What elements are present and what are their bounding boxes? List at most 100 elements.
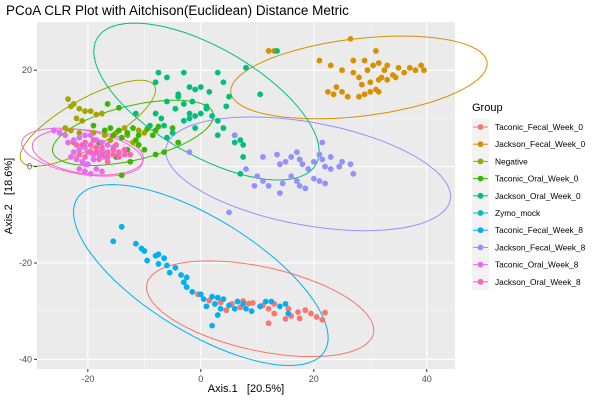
point-Taconic_Fecal_Week_8 (144, 257, 151, 264)
y-axis-ticks: -40 -20 0 20 (19, 65, 37, 364)
point-Taconic_Oral_Week_0 (118, 134, 125, 141)
point-Jackson_Fecal_Week_8 (186, 149, 193, 156)
point-Jackson_Oral_Week_0 (147, 122, 153, 129)
point-Jackson_Fecal_Week_8 (316, 151, 323, 158)
point-Jackson_Oral_Week_0 (180, 101, 187, 107)
point-Taconic_Oral_Week_8 (76, 146, 83, 153)
point-Jackson_Oral_Week_0 (192, 125, 199, 131)
point-Jackson_Fecal_Week_0 (381, 67, 388, 74)
point-Jackson_Oral_Week_8 (127, 151, 134, 158)
point-Taconic_Fecal_Week_8 (226, 302, 232, 309)
point-Taconic_Oral_Week_0 (135, 141, 142, 148)
point-Jackson_Fecal_Week_8 (243, 166, 249, 172)
point-Taconic_Oral_Week_0 (130, 125, 136, 131)
point-Taconic_Oral_Week_0 (175, 139, 182, 146)
point-Jackson_Oral_Week_0 (243, 64, 249, 71)
legend-label: Jackson_Oral_Week_0 (495, 191, 581, 201)
data-points (51, 35, 427, 329)
legend-item: Taconic_Fecal_Week_0 (472, 118, 583, 136)
point-Jackson_Fecal_Week_0 (412, 67, 419, 74)
point-Jackson_Oral_Week_8 (76, 151, 83, 158)
point-Jackson_Oral_Week_0 (240, 154, 247, 160)
point-Jackson_Fecal_Week_8 (276, 161, 283, 168)
point-Taconic_Fecal_Week_0 (245, 300, 252, 307)
point-Negative (62, 125, 69, 131)
legend-label: Taconic_Fecal_Week_0 (495, 122, 583, 132)
point-Taconic_Oral_Week_8 (67, 154, 74, 160)
point-Taconic_Fecal_Week_8 (180, 279, 187, 286)
point-Jackson_Oral_Week_8 (73, 141, 80, 148)
point-Taconic_Fecal_Week_8 (141, 248, 148, 254)
legend-dot (477, 175, 484, 182)
point-Jackson_Oral_Week_8 (121, 151, 128, 158)
point-Jackson_Fecal_Week_8 (226, 209, 232, 216)
point-Taconic_Fecal_Week_8 (161, 255, 167, 262)
point-Negative (82, 108, 88, 115)
point-Taconic_Fecal_Week_8 (183, 274, 190, 281)
point-Taconic_Oral_Week_8 (93, 166, 100, 172)
point-Jackson_Oral_Week_0 (169, 129, 176, 136)
point-Jackson_Fecal_Week_0 (316, 57, 323, 64)
point-Jackson_Oral_Week_0 (186, 84, 193, 90)
point-Taconic_Fecal_Week_0 (265, 320, 272, 327)
point-Taconic_Fecal_Week_8 (285, 310, 292, 317)
point-Jackson_Fecal_Week_0 (367, 88, 374, 95)
legend: Group Taconic_Fecal_Week_0 Jackson_Fecal_… (472, 102, 586, 291)
point-Negative (135, 127, 142, 134)
point-Taconic_Oral_Week_0 (118, 172, 125, 179)
point-Jackson_Fecal_Week_8 (302, 185, 309, 192)
point-Jackson_Fecal_Week_0 (384, 76, 391, 83)
point-Taconic_Fecal_Week_8 (166, 269, 173, 276)
point-Taconic_Oral_Week_0 (127, 158, 134, 165)
point-Jackson_Fecal_Week_0 (344, 93, 351, 100)
point-Taconic_Oral_Week_8 (70, 149, 77, 156)
point-Jackson_Fecal_Week_8 (322, 180, 328, 187)
point-Negative (107, 137, 114, 143)
point-Jackson_Oral_Week_8 (116, 149, 122, 156)
point-Jackson_Oral_Week_0 (197, 110, 204, 117)
point-Taconic_Oral_Week_8 (76, 134, 83, 141)
point-Taconic_Oral_Week_0 (90, 122, 97, 129)
point-Jackson_Oral_Week_8 (104, 158, 111, 165)
point-Jackson_Oral_Week_0 (223, 103, 230, 110)
point-Taconic_Oral_Week_0 (141, 146, 148, 153)
legend-dot (477, 124, 484, 130)
point-Taconic_Fecal_Week_8 (132, 240, 139, 247)
point-Jackson_Fecal_Week_8 (276, 190, 283, 196)
point-Jackson_Fecal_Week_0 (339, 67, 345, 74)
y-axis-label: Axis.2 [18.6%] (3, 158, 15, 234)
point-Taconic_Oral_Week_8 (87, 132, 94, 139)
point-Jackson_Fecal_Week_0 (327, 62, 334, 69)
x-tick-label: -20 (81, 374, 94, 384)
point-Taconic_Oral_Week_0 (149, 132, 156, 139)
point-Jackson_Fecal_Week_0 (347, 35, 354, 42)
point-Jackson_Oral_Week_0 (237, 170, 244, 177)
point-Jackson_Fecal_Week_0 (339, 88, 345, 95)
point-Taconic_Oral_Week_8 (73, 156, 80, 163)
point-Taconic_Oral_Week_8 (62, 132, 69, 139)
point-Jackson_Oral_Week_8 (121, 146, 128, 153)
point-Taconic_Fecal_Week_0 (295, 309, 301, 316)
legend-label: Taconic_Fecal_Week_8 (495, 225, 583, 235)
point-Jackson_Oral_Week_8 (82, 139, 88, 146)
point-Taconic_Fecal_Week_8 (234, 298, 241, 305)
point-Taconic_Fecal_Week_0 (271, 310, 278, 317)
point-Jackson_Oral_Week_0 (197, 84, 204, 90)
point-Taconic_Fecal_Week_8 (200, 296, 207, 303)
point-Taconic_Fecal_Week_0 (282, 315, 289, 322)
ellipse-Taconic_Fecal_Week_8 (73, 184, 329, 367)
legend-dot (477, 227, 484, 234)
point-Jackson_Fecal_Week_8 (274, 151, 280, 158)
point-Negative (121, 125, 128, 131)
point-Negative (76, 129, 83, 136)
point-Jackson_Fecal_Week_0 (358, 81, 365, 88)
point-Taconic_Fecal_Week_0 (313, 314, 320, 320)
legend-dot (477, 261, 484, 268)
y-tick-label: 0 (27, 162, 32, 172)
point-Jackson_Oral_Week_0 (186, 115, 193, 122)
ellipse-Taconic_Fecal_Week_0 (145, 260, 375, 358)
point-Jackson_Fecal_Week_8 (310, 175, 317, 182)
point-Jackson_Fecal_Week_8 (296, 156, 303, 163)
point-Jackson_Oral_Week_8 (96, 156, 103, 163)
point-Taconic_Fecal_Week_8 (203, 303, 210, 310)
